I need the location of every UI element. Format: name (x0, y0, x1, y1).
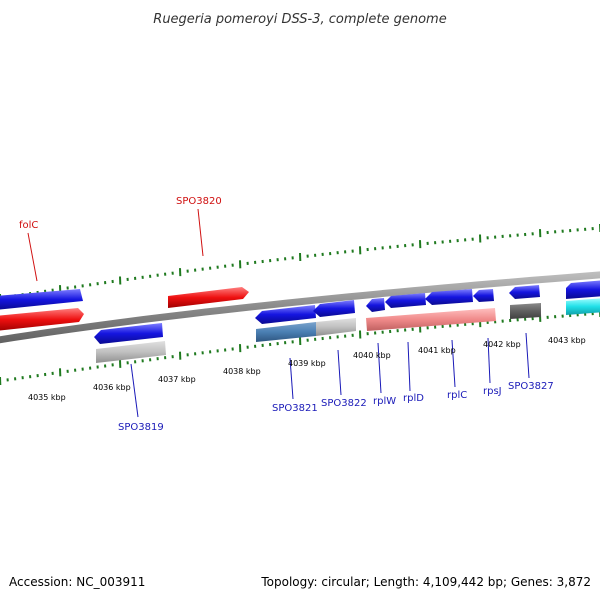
reverse-strand-genes (94, 285, 600, 363)
tick-label-4041: 4041 kbp (418, 346, 456, 355)
label-rplD[interactable]: rplD (403, 393, 424, 404)
tick-label-4042: 4042 kbp (483, 340, 521, 349)
tick-label-4036: 4036 kbp (93, 383, 131, 392)
gene-right-cyan-box[interactable] (566, 298, 600, 315)
gene-rpsJ-arrow[interactable] (473, 289, 494, 302)
gene-SPO3822-box[interactable] (316, 318, 356, 336)
tick-label-4039: 4039 kbp (288, 359, 326, 368)
label-leaders (27, 208, 530, 418)
accession-text: Accession: NC_003911 (9, 575, 145, 589)
gene-rplC-arrow[interactable] (425, 289, 473, 305)
label-SPO3827[interactable]: SPO3827 (508, 381, 554, 392)
label-rpsJ[interactable]: rpsJ (483, 386, 502, 397)
gene-folC-overlay-arrow[interactable] (0, 308, 84, 331)
label-folC[interactable]: folC (19, 220, 38, 231)
label-SPO3819[interactable]: SPO3819 (118, 422, 164, 433)
gene-ribosomal-box[interactable] (366, 308, 496, 331)
outer-tick-ring (0, 224, 600, 303)
tick-label-4043: 4043 kbp (548, 336, 586, 345)
gene-SPO3819-arrow[interactable] (94, 323, 163, 344)
genome-title: Ruegeria pomeroyi DSS-3, complete genome (153, 12, 446, 27)
gene-SPO3827-arrow[interactable] (509, 285, 540, 299)
gene-SPO3819-box[interactable] (96, 341, 166, 363)
gene-folC-arrow[interactable] (0, 289, 83, 310)
tick-label-4035: 4035 kbp (28, 393, 66, 402)
genome-summary-text: Topology: circular; Length: 4,109,442 bp… (260, 575, 591, 589)
gene-forward-right-arrow[interactable] (566, 280, 600, 299)
forward-strand-genes (0, 280, 600, 331)
label-SPO3821[interactable]: SPO3821 (272, 403, 318, 414)
gene-SPO3821-arrow[interactable] (255, 305, 316, 324)
gene-labels: folC SPO3820 SPO3819 SPO3821 SPO3822 rpl… (19, 196, 554, 433)
tick-label-4038: 4038 kbp (223, 367, 261, 376)
gene-SPO3821-box[interactable] (256, 322, 316, 342)
label-SPO3822[interactable]: SPO3822 (321, 398, 367, 409)
inner-tick-ring (0, 309, 600, 386)
genome-backbone (0, 271, 600, 344)
gene-rplW-arrow[interactable] (366, 298, 385, 312)
gene-SPO3827-box[interactable] (510, 303, 541, 319)
gene-SPO3820-arrow[interactable] (168, 287, 249, 308)
tick-label-4037: 4037 kbp (158, 375, 196, 384)
label-SPO3820[interactable]: SPO3820 (176, 196, 222, 207)
gene-SPO3822-arrow[interactable] (313, 300, 355, 317)
scale-labels: 4035 kbp 4036 kbp 4037 kbp 4038 kbp 4039… (28, 336, 586, 402)
gene-rplD-arrow[interactable] (385, 293, 426, 308)
label-rplC[interactable]: rplC (447, 390, 467, 401)
label-rplW[interactable]: rplW (373, 396, 396, 407)
tick-label-4040: 4040 kbp (353, 351, 391, 360)
